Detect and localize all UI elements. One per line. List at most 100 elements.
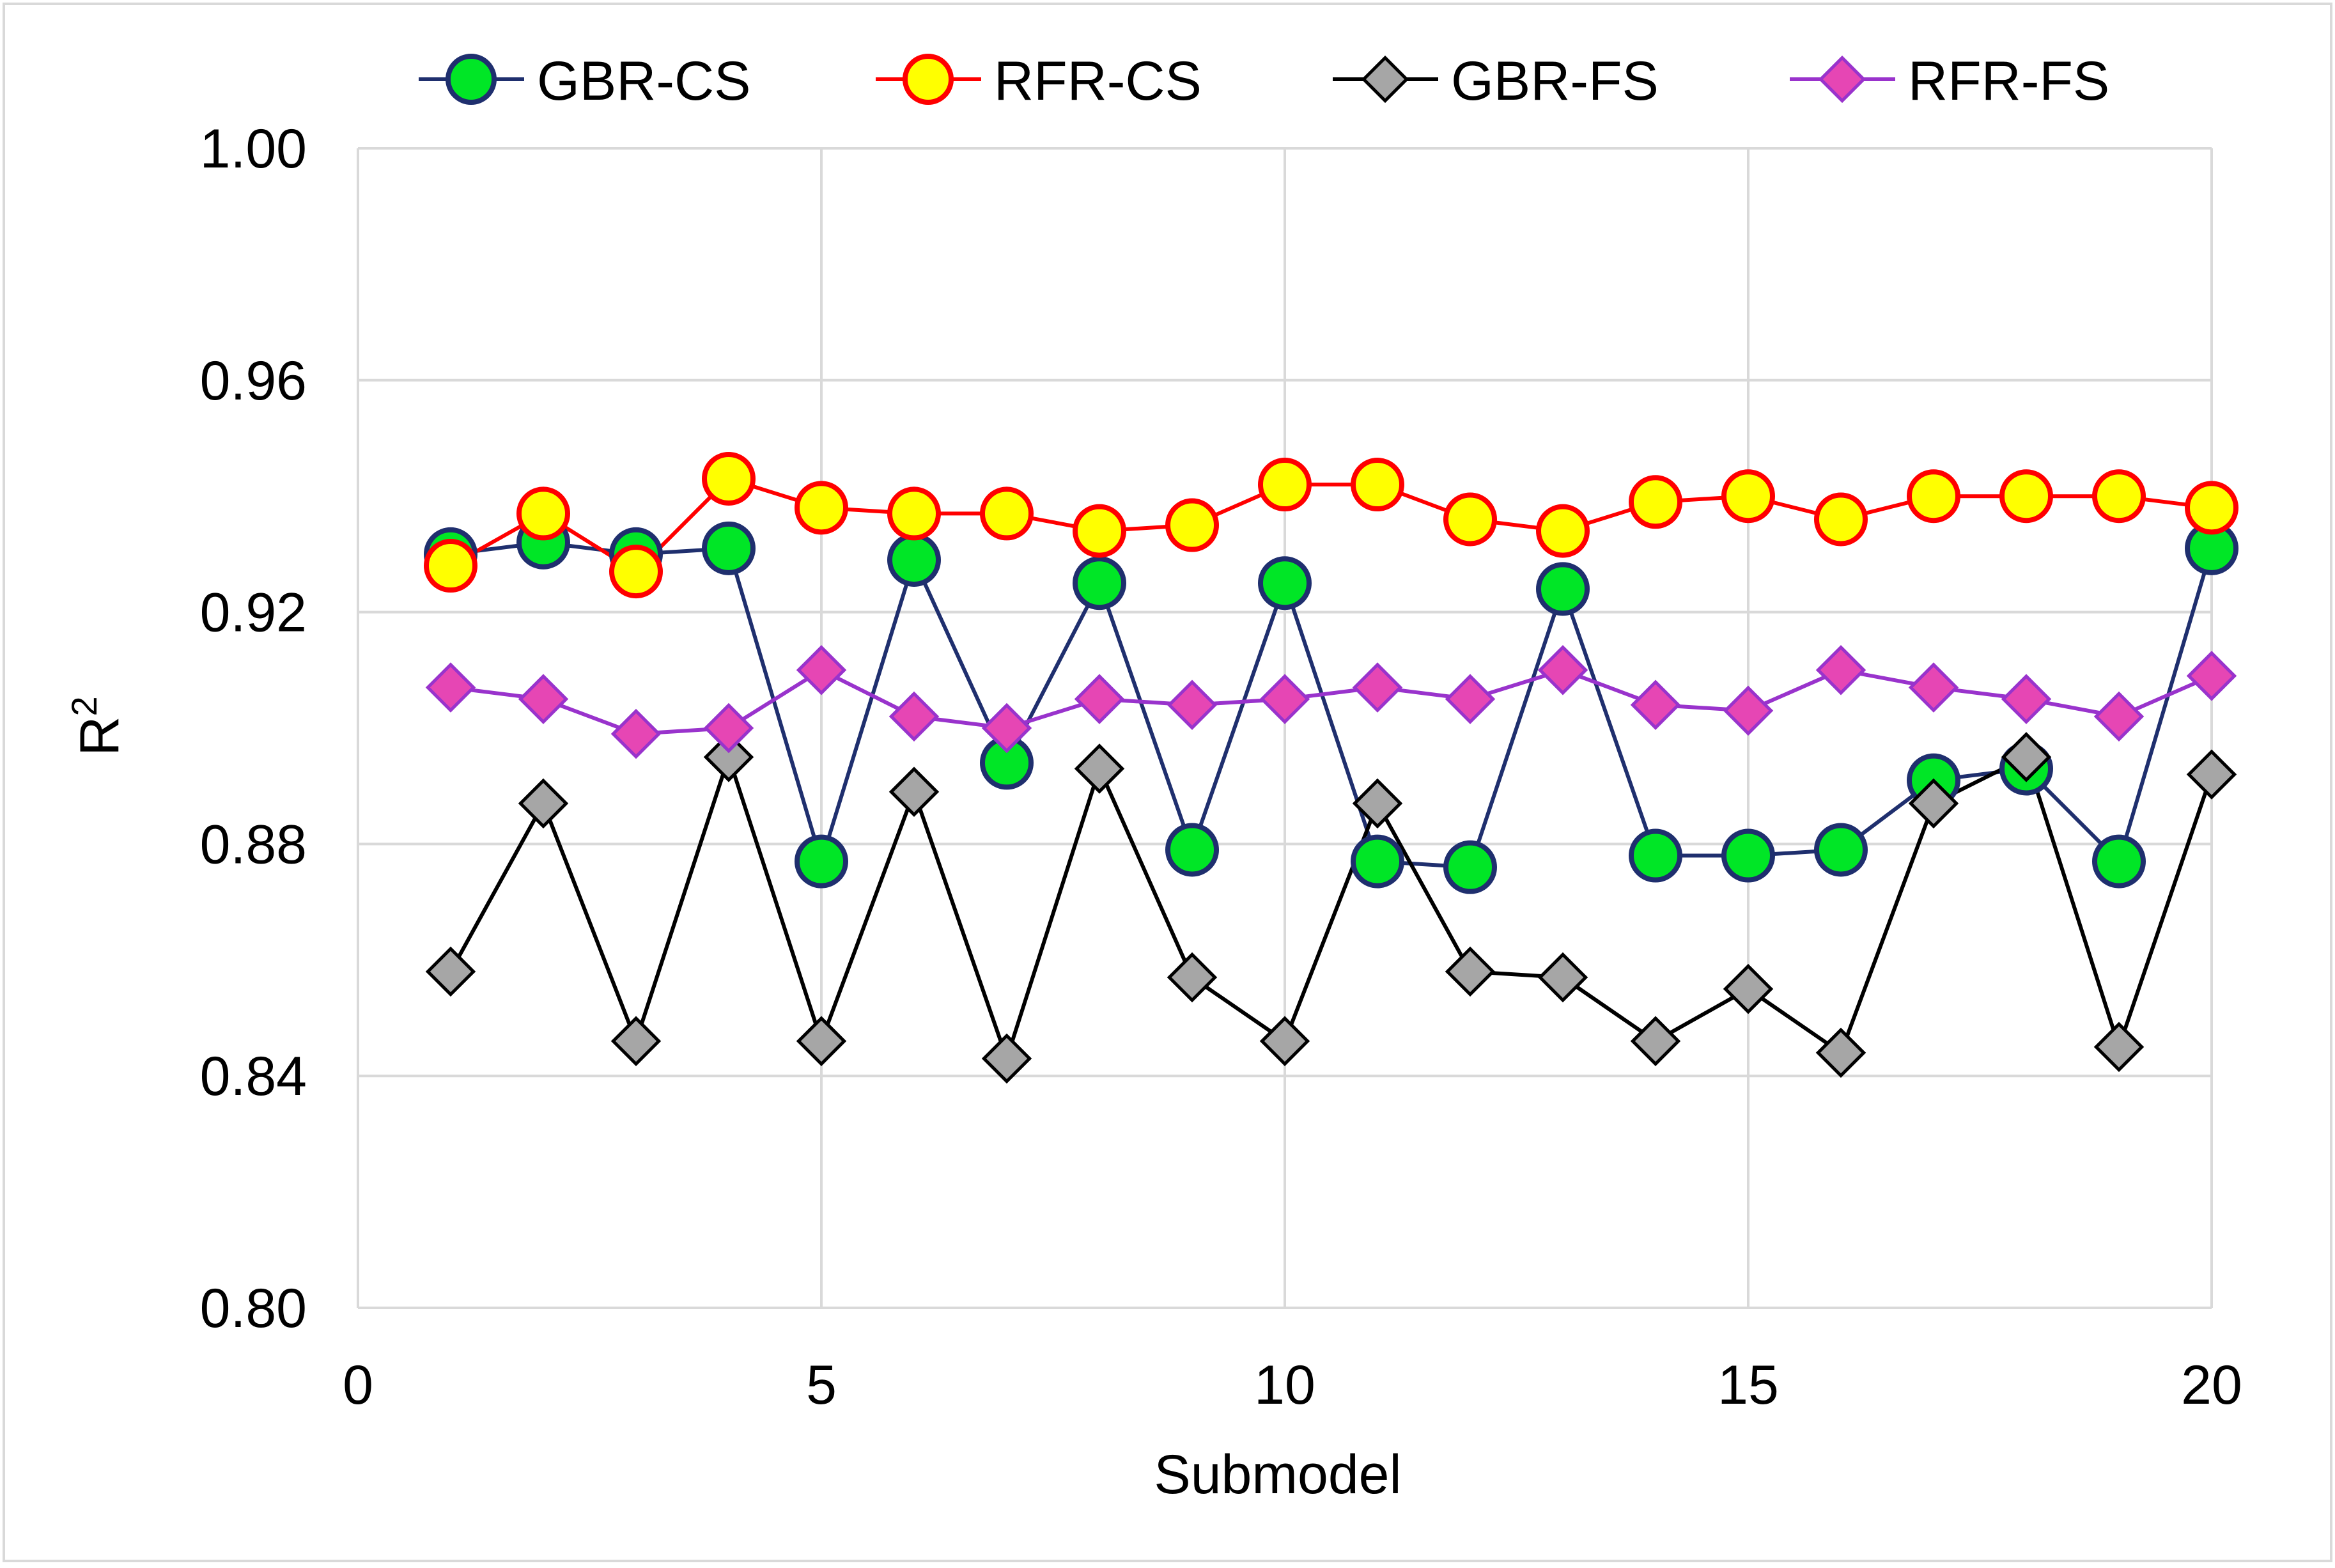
- y-tick-label-3: 0.92: [200, 582, 307, 644]
- point-gbr-fs-16: [1815, 1027, 1866, 1078]
- legend-marker-rfr-fs: [1818, 55, 1866, 104]
- point-rfr-fs-11: [1352, 662, 1403, 713]
- series-line-gbr-fs: [449, 755, 2214, 1060]
- point-rfr-fs-3: [610, 708, 662, 759]
- x-axis-title: Submodel: [1154, 1444, 1401, 1505]
- point-rfr-fs-10: [1259, 674, 1310, 724]
- point-gbr-cs-13: [1536, 562, 1590, 616]
- y-axis-title-base: R: [69, 717, 130, 756]
- y-axis-title-superscript: 2: [64, 696, 104, 716]
- axes: 0 5 10 15 20 0.80 0.84 0.88 0.92 0.96 1.00: [200, 118, 2242, 1416]
- series-markers: [424, 451, 2238, 1084]
- point-gbr-fs-10: [1259, 1016, 1310, 1067]
- point-rfr-cs-10: [1258, 458, 1312, 512]
- point-rfr-cs-6: [887, 486, 941, 541]
- point-gbr-fs-12: [1445, 946, 1496, 997]
- point-gbr-cs-9: [1165, 823, 1219, 877]
- point-gbr-cs-11: [1351, 834, 1404, 889]
- x-tick-label-0: 0: [343, 1355, 373, 1416]
- point-rfr-cs-9: [1165, 498, 1219, 552]
- y-tick-label-4: 0.96: [200, 350, 307, 412]
- point-gbr-fs-19: [2093, 1021, 2145, 1073]
- point-rfr-fs-14: [1630, 679, 1681, 730]
- point-rfr-cs-16: [1814, 492, 1868, 547]
- point-rfr-fs-16: [1815, 645, 1866, 695]
- point-gbr-fs-4: [703, 732, 754, 782]
- point-rfr-cs-14: [1629, 475, 1682, 529]
- y-tick-label-0: 0.80: [200, 1278, 307, 1339]
- point-rfr-cs-3: [609, 545, 663, 599]
- point-rfr-cs-13: [1536, 504, 1590, 558]
- point-gbr-cs-19: [2092, 834, 2146, 889]
- point-rfr-fs-4: [703, 702, 754, 754]
- point-gbr-cs-8: [1073, 556, 1126, 610]
- point-rfr-cs-12: [1443, 492, 1497, 547]
- point-rfr-cs-8: [1073, 504, 1126, 558]
- point-gbr-fs-11: [1352, 778, 1403, 829]
- legend-marker-rfr-cs: [903, 54, 954, 105]
- point-gbr-fs-9: [1167, 952, 1218, 1003]
- point-rfr-fs-7: [981, 702, 1032, 754]
- x-tick-label-15: 15: [1718, 1355, 1779, 1416]
- point-gbr-fs-5: [796, 1016, 847, 1067]
- point-gbr-cs-10: [1258, 556, 1312, 610]
- point-rfr-cs-2: [516, 486, 570, 541]
- point-gbr-fs-17: [1908, 778, 1959, 829]
- point-rfr-fs-2: [518, 674, 569, 724]
- point-rfr-cs-19: [2092, 469, 2146, 524]
- point-gbr-fs-2: [518, 778, 569, 829]
- y-tick-label-5: 1.00: [200, 118, 307, 180]
- point-gbr-fs-20: [2186, 749, 2237, 800]
- y-tick-label-1: 0.84: [200, 1046, 307, 1107]
- point-gbr-cs-15: [1721, 828, 1775, 883]
- point-gbr-fs-3: [610, 1016, 662, 1067]
- point-rfr-cs-11: [1351, 458, 1404, 512]
- point-rfr-fs-5: [796, 645, 847, 695]
- point-gbr-cs-16: [1814, 823, 1868, 877]
- point-rfr-cs-5: [795, 481, 848, 535]
- point-gbr-cs-4: [702, 521, 756, 575]
- point-gbr-fs-6: [888, 766, 940, 818]
- point-gbr-cs-14: [1629, 828, 1682, 883]
- point-gbr-fs-14: [1630, 1016, 1681, 1067]
- legend-label-gbr-cs: GBR-CS: [537, 50, 750, 112]
- point-gbr-cs-6: [887, 532, 941, 587]
- legend-marker-gbr-fs: [1361, 55, 1409, 104]
- point-gbr-cs-5: [795, 834, 848, 889]
- point-gbr-fs-13: [1537, 952, 1588, 1003]
- point-rfr-cs-7: [980, 486, 1034, 541]
- point-gbr-cs-12: [1443, 840, 1497, 894]
- point-rfr-fs-13: [1537, 645, 1588, 695]
- point-gbr-fs-7: [981, 1033, 1032, 1084]
- point-rfr-fs-8: [1074, 674, 1125, 724]
- legend-label-rfr-fs: RFR-FS: [1908, 50, 2109, 112]
- point-rfr-fs-12: [1445, 674, 1496, 724]
- point-rfr-fs-20: [2186, 651, 2237, 701]
- point-gbr-fs-1: [425, 946, 476, 997]
- point-rfr-cs-17: [1907, 469, 1960, 524]
- legend-label-gbr-fs: GBR-FS: [1451, 50, 1659, 112]
- x-tick-label-10: 10: [1254, 1355, 1315, 1416]
- point-rfr-cs-4: [702, 451, 756, 506]
- point-rfr-cs-20: [2185, 481, 2238, 535]
- point-rfr-fs-1: [425, 662, 476, 713]
- point-gbr-fs-8: [1074, 743, 1125, 794]
- legend: GBR-CS RFR-CS GBR-FS RFR-FS: [419, 50, 2109, 112]
- y-tick-label-2: 0.88: [200, 814, 307, 875]
- x-tick-label-5: 5: [806, 1355, 837, 1416]
- point-gbr-fs-15: [1723, 963, 1774, 1014]
- point-rfr-fs-19: [2093, 691, 2145, 742]
- x-tick-label-20: 20: [2181, 1355, 2242, 1416]
- point-rfr-cs-15: [1721, 469, 1775, 524]
- gridlines: [357, 147, 2213, 1309]
- y-axis-title: R2: [64, 696, 130, 756]
- legend-marker-gbr-cs: [446, 54, 497, 105]
- point-rfr-fs-15: [1723, 685, 1774, 736]
- point-rfr-fs-17: [1908, 662, 1959, 713]
- point-rfr-fs-6: [888, 691, 940, 742]
- point-rfr-cs-18: [1999, 469, 2053, 524]
- point-rfr-fs-9: [1167, 679, 1218, 730]
- legend-label-rfr-cs: RFR-CS: [994, 50, 1202, 112]
